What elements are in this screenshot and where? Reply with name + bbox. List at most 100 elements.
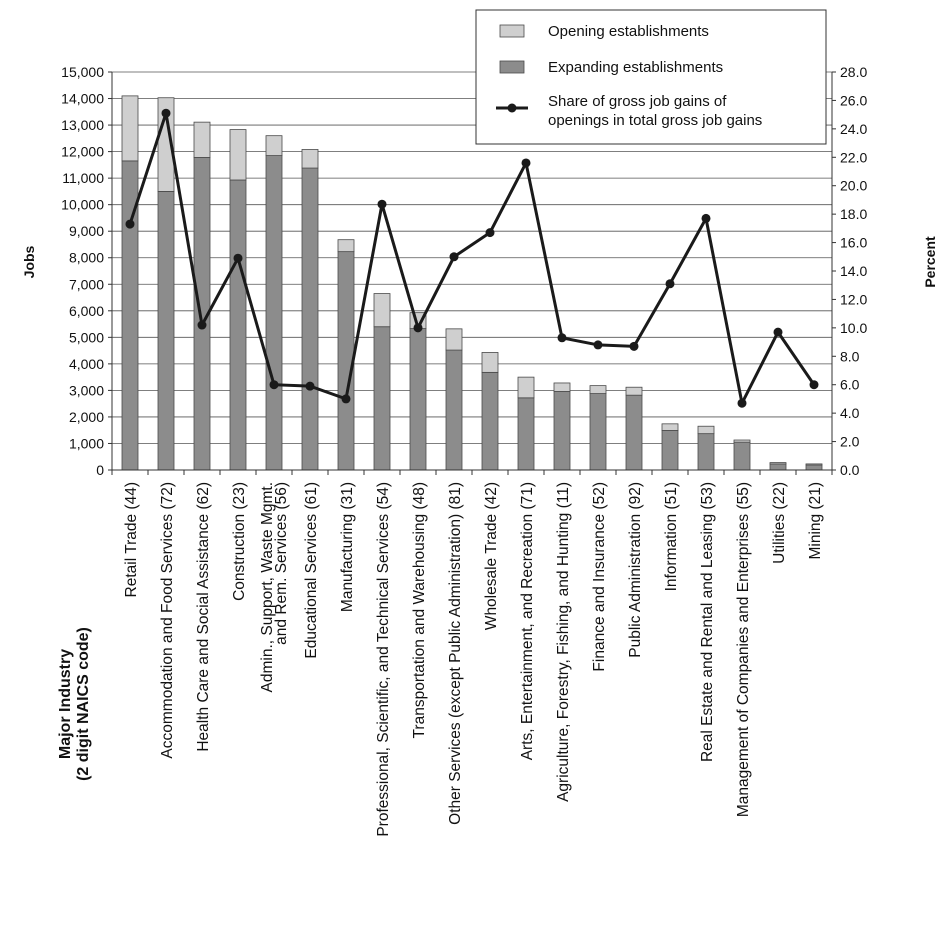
category-label: Agriculture, Forestry, Fishing, and Hunt… xyxy=(555,482,572,802)
x-axis-title: Major Industry(2 digit NAICS code) xyxy=(57,627,92,781)
legend: Opening establishments Expanding establis… xyxy=(475,9,827,145)
bar-opening xyxy=(733,439,751,443)
bar-opening xyxy=(301,149,319,169)
category-label: Real Estate and Rental and Leasing (53) xyxy=(699,482,716,762)
share-point xyxy=(413,323,423,333)
bar-expanding xyxy=(301,167,319,471)
right-tick-label: 0.0 xyxy=(840,462,860,478)
share-line-path xyxy=(128,112,816,408)
x-axis-title-text: Major Industry(2 digit NAICS code) xyxy=(57,627,92,781)
bar-expanding xyxy=(373,326,391,471)
category-label: Transportation and Warehousing (48) xyxy=(411,482,428,738)
bar-expanding xyxy=(157,190,175,471)
right-tick-label: 26.0 xyxy=(840,92,867,108)
category-label: Finance and Insurance (52) xyxy=(591,482,608,672)
legend-swatch-expanding xyxy=(499,60,525,74)
bar-opening xyxy=(661,423,679,431)
left-tick-label: 6,000 xyxy=(69,303,104,319)
share-point xyxy=(773,327,783,337)
legend-swatch-opening xyxy=(499,24,525,38)
bar-opening xyxy=(625,386,643,396)
bar-opening xyxy=(589,385,607,394)
bar-expanding xyxy=(553,391,571,471)
right-tick-label: 6.0 xyxy=(840,377,860,393)
share-point xyxy=(593,340,603,350)
left-tick-label: 0 xyxy=(96,462,104,478)
axes xyxy=(111,72,833,475)
bar-expanding xyxy=(661,430,679,471)
share-point xyxy=(341,394,351,404)
share-point xyxy=(125,219,135,229)
left-tick-label: 7,000 xyxy=(69,276,104,292)
right-tick-label: 28.0 xyxy=(840,64,867,80)
right-axis-ticks: 0.0 2.0 4.0 6.0 8.0 10.0 12.0 14.0 16.0 18.0 20.0 2… xyxy=(832,64,867,478)
category-label: Wholesale Trade (42) xyxy=(483,482,500,630)
right-tick-label: 2.0 xyxy=(840,434,860,450)
left-tick-label: 14,000 xyxy=(61,91,104,107)
bar-expanding xyxy=(805,464,823,471)
category-label: Manufacturing (31) xyxy=(339,482,356,612)
x-axis-title-line: Major Industry xyxy=(57,649,74,759)
bar-expanding xyxy=(625,394,643,471)
bar-expanding xyxy=(589,393,607,471)
legend-swatch-point xyxy=(507,103,517,113)
category-label: Utilities (22) xyxy=(771,482,788,564)
share-point xyxy=(305,381,315,391)
left-tick-label: 8,000 xyxy=(69,250,104,266)
bar-opening xyxy=(481,352,499,373)
share-point xyxy=(197,320,207,330)
share-line xyxy=(125,108,819,408)
share-point xyxy=(485,228,495,238)
category-label-line: Admin., Support, Waste Mgmt. xyxy=(259,482,276,692)
y-axis-title: Jobs xyxy=(21,245,37,278)
category-label: Admin., Support, Waste Mgmt.and Rem. Ser… xyxy=(259,482,290,692)
left-tick-label: 13,000 xyxy=(61,117,104,133)
left-tick-label: 2,000 xyxy=(69,409,104,425)
left-tick-label: 1,000 xyxy=(69,435,104,451)
bar-opening xyxy=(697,425,715,435)
legend-label: Expanding establishments xyxy=(548,59,723,76)
bar-expanding xyxy=(265,155,283,471)
share-point xyxy=(449,252,459,262)
legend-label-line: Share of gross job gains of xyxy=(548,93,727,110)
left-tick-label: 3,000 xyxy=(69,382,104,398)
left-tick-label: 9,000 xyxy=(69,223,104,239)
bar-opening xyxy=(265,135,283,156)
bar-expanding xyxy=(409,328,427,471)
share-point xyxy=(269,380,279,390)
left-tick-label: 15,000 xyxy=(61,64,104,80)
bar-expanding xyxy=(733,441,751,471)
share-point xyxy=(629,341,639,351)
category-label-line: and Rem. Services (56) xyxy=(273,482,290,645)
category-label: Professional, Scientific, and Technical … xyxy=(375,482,392,837)
left-tick-label: 12,000 xyxy=(61,144,104,160)
bar-expanding xyxy=(445,349,463,471)
share-point xyxy=(737,398,747,408)
share-point xyxy=(161,108,171,118)
right-tick-label: 12.0 xyxy=(840,291,867,307)
left-tick-label: 11,000 xyxy=(62,170,104,186)
left-tick-label: 4,000 xyxy=(69,356,104,372)
bar-expanding xyxy=(697,433,715,471)
bar-expanding xyxy=(769,463,787,471)
left-tick-label: 5,000 xyxy=(69,329,104,345)
category-label: Construction (23) xyxy=(231,482,248,601)
right-tick-label: 18.0 xyxy=(840,206,867,222)
bar-expanding xyxy=(229,179,247,471)
right-tick-label: 14.0 xyxy=(840,263,867,279)
category-label: Information (51) xyxy=(663,482,680,591)
y2-axis-title: Percent xyxy=(922,236,938,288)
category-label: Educational Services (61) xyxy=(303,482,320,659)
bar-opening xyxy=(229,129,247,181)
share-point xyxy=(377,199,387,209)
share-point xyxy=(557,333,567,343)
legend-label-line: openings in total gross job gains xyxy=(548,112,762,129)
bar-opening xyxy=(445,328,463,351)
category-label: Health Care and Social Assistance (62) xyxy=(195,482,212,752)
category-label: Management of Companies and Enterprises … xyxy=(735,482,752,817)
bar-opening xyxy=(193,121,211,158)
legend-label: Opening establishments xyxy=(548,23,709,40)
category-label: Retail Trade (44) xyxy=(123,482,140,597)
bar-opening xyxy=(337,239,355,253)
